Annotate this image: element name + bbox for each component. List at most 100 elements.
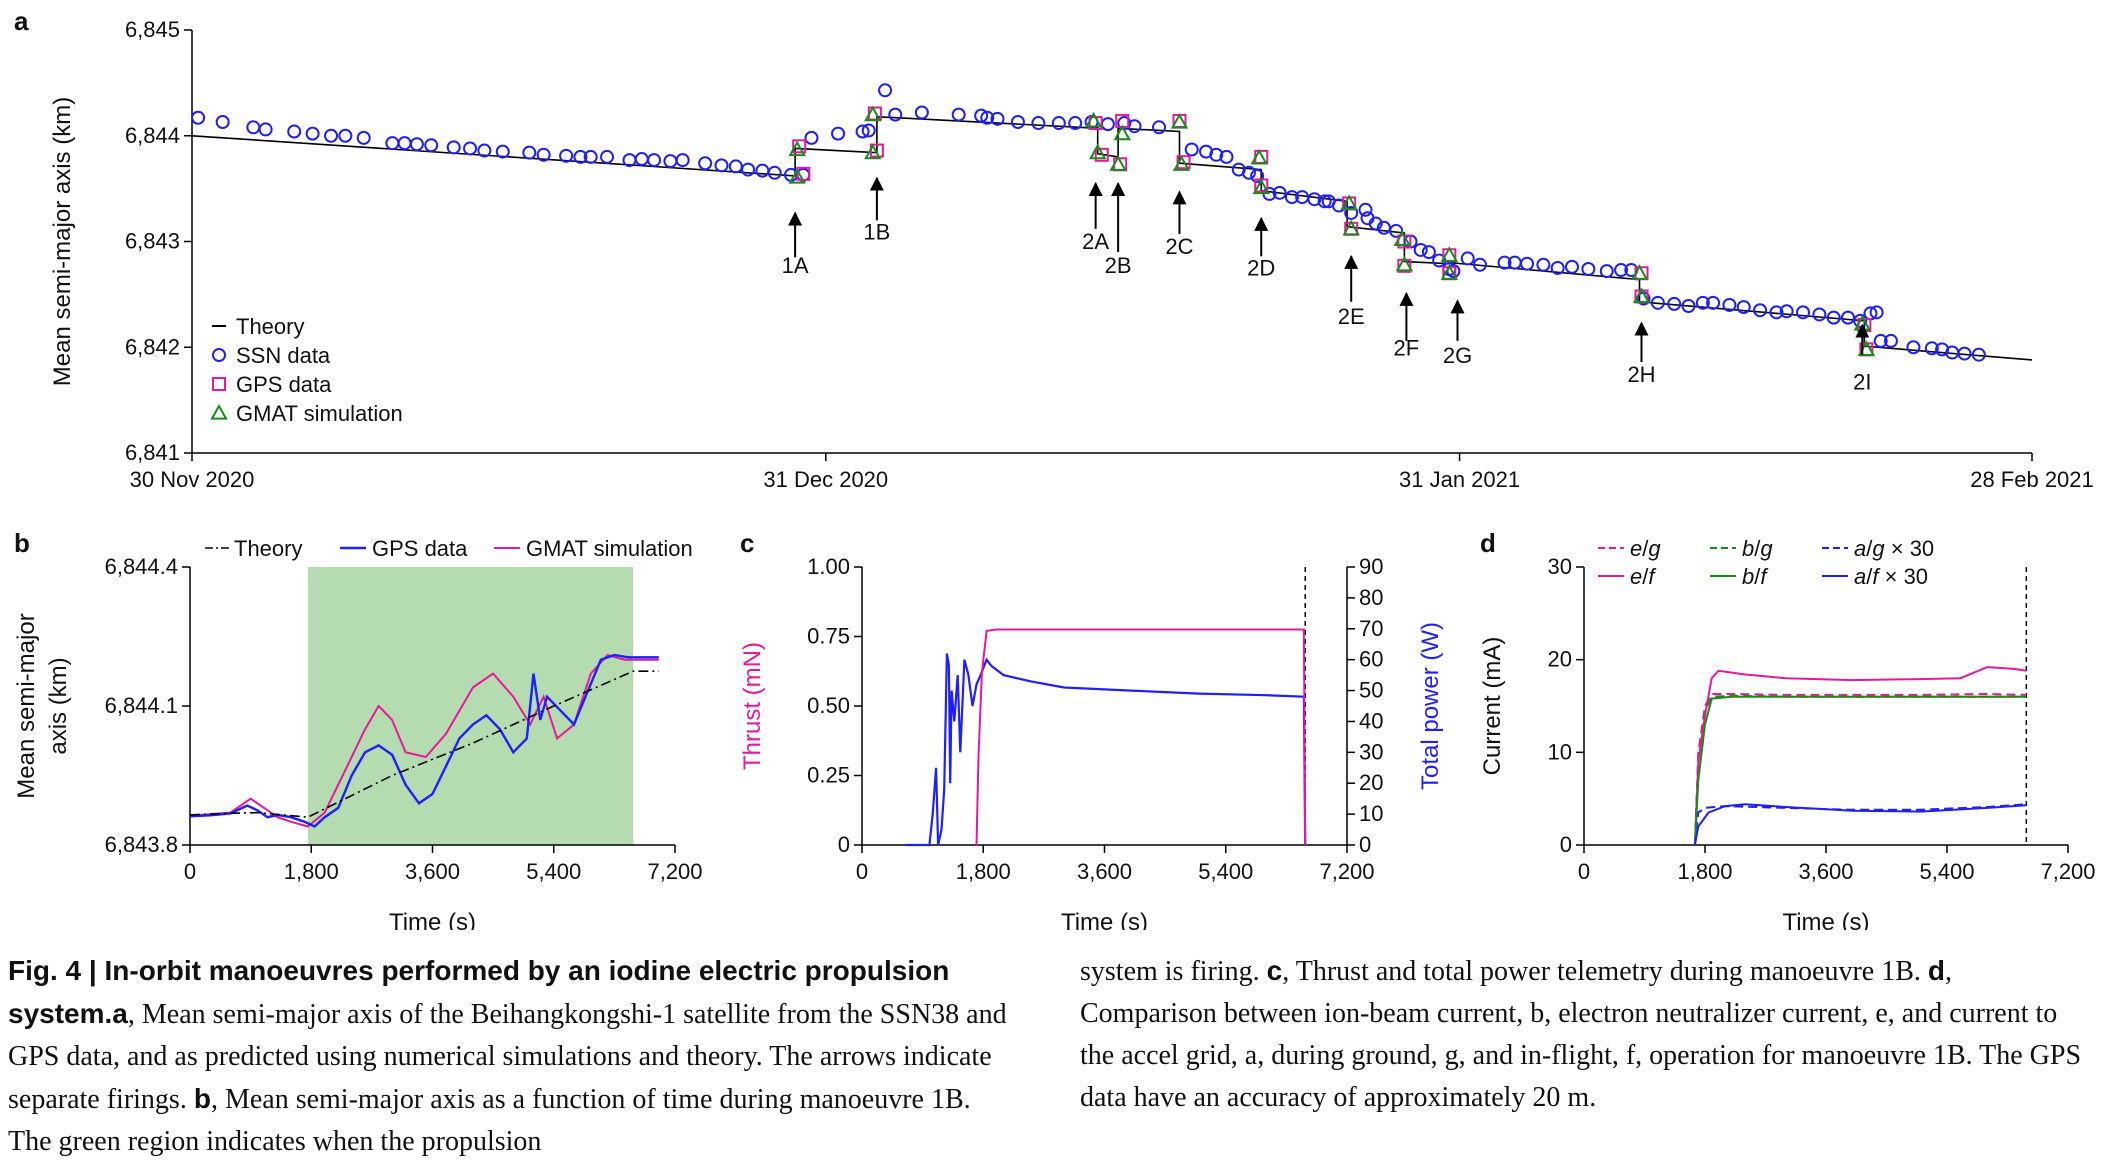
ssn-point — [305, 126, 320, 141]
caption-bold: b — [193, 1083, 211, 1114]
gmat-line — [189, 653, 659, 828]
ssn-point — [1250, 168, 1265, 183]
ssn-point — [1421, 245, 1436, 260]
ssn-point — [409, 137, 424, 152]
ssn-point — [1031, 116, 1046, 131]
x-tick-label: 7,200 — [2040, 859, 2095, 884]
ssn-point — [397, 136, 412, 151]
firing-label: 1A — [782, 253, 809, 278]
ssn-point — [1051, 116, 1066, 131]
y2-tick-label: 10 — [1359, 801, 1383, 826]
power-line — [905, 653, 1307, 847]
ssn-point — [1068, 116, 1083, 131]
gmat-point — [1084, 111, 1103, 128]
ssn-point — [767, 165, 782, 180]
ssn-point — [1779, 304, 1794, 319]
gmat-point — [864, 143, 882, 160]
gmat-point — [788, 140, 806, 157]
ssn-point — [559, 148, 574, 163]
legend-gps-label: GPS data — [236, 372, 332, 397]
firing-label: 2E — [1338, 304, 1365, 329]
ssn-point — [536, 147, 551, 162]
x-tick-label: 28 Feb 2021 — [1970, 467, 2094, 492]
y-tick-label: 10 — [1548, 739, 1572, 764]
y-tick-label: 6,844.4 — [105, 554, 178, 579]
ssn-point — [477, 143, 492, 158]
x-tick-label: 3,600 — [1077, 859, 1132, 884]
ssn-point — [1924, 341, 1939, 356]
ssn-point — [1307, 192, 1322, 207]
gmat-point — [1088, 143, 1107, 160]
y2-tick-label: 60 — [1359, 647, 1383, 672]
ssn-point — [573, 149, 588, 164]
ssn-point — [424, 138, 439, 153]
ssn-point — [1971, 347, 1986, 362]
y-tick-label: 0.75 — [807, 624, 850, 649]
ssn-point — [324, 128, 339, 143]
ssn-point — [1796, 305, 1811, 320]
theory-line — [189, 670, 659, 819]
legend-theory-label: Theory — [236, 314, 304, 339]
ssn-point — [1812, 307, 1827, 322]
current-line-bg — [1693, 694, 2027, 846]
gps-point — [792, 139, 807, 154]
ssn-point — [1599, 264, 1614, 279]
gmat-point — [1252, 178, 1270, 195]
firing-label: 2H — [1627, 362, 1655, 387]
x-tick-label: 0 — [184, 859, 196, 884]
ssn-point — [1565, 259, 1579, 274]
ssn-point — [1614, 263, 1629, 278]
ssn-point — [647, 153, 662, 168]
legend-label: e/g — [1630, 536, 1661, 561]
gmat-point — [1632, 287, 1651, 304]
ssn-point — [1152, 120, 1167, 135]
caption-text: , Mean semi-major axis of the Beihangkon… — [8, 999, 1007, 1115]
ssn-point — [1681, 299, 1696, 314]
panel-d-xlabel: Time (s) — [1782, 909, 1869, 930]
x-tick-label: 31 Dec 2020 — [763, 467, 888, 492]
current-line-ag — [1693, 803, 2027, 846]
gmat-point — [1395, 255, 1414, 272]
ssn-point — [356, 130, 371, 145]
ssn-point — [741, 162, 756, 177]
y-tick-label: 6,844.1 — [105, 693, 178, 718]
ssn-point — [1241, 165, 1256, 180]
gmat-point — [1250, 148, 1268, 165]
y-tick-label: 20 — [1548, 647, 1572, 672]
ssn-point — [522, 145, 537, 160]
figure-4: a 6,841 6,842 6,843 6,844 6,845 30 Nov 2020 31 … — [13, 6, 2096, 930]
x-tick-label: 5,400 — [1919, 859, 1974, 884]
ssn-point — [974, 108, 989, 123]
ssn-point — [583, 149, 598, 164]
legend-ssn-marker — [212, 348, 226, 362]
ssn-point — [980, 110, 995, 125]
legend-label: e/f — [1630, 564, 1657, 589]
ssn-point — [463, 141, 478, 156]
panel-b-ylabel-line1: Mean semi-major — [13, 613, 40, 798]
firing-label: 2G — [1443, 343, 1472, 368]
y2-tick-label: 80 — [1359, 585, 1383, 610]
gmat-point — [864, 105, 882, 122]
ssn-point — [1460, 251, 1475, 266]
legend-gps-label: GPS data — [372, 536, 468, 561]
y2-tick-label: 70 — [1359, 616, 1383, 641]
ssn-point — [446, 140, 461, 155]
thrust-line — [975, 628, 1307, 846]
ssn-point — [1376, 220, 1391, 235]
x-tick-label: 5,400 — [1198, 859, 1253, 884]
y-tick-label: 6,843 — [125, 229, 180, 254]
current-line-eg — [1693, 692, 2027, 846]
panel-b-label: b — [14, 528, 30, 558]
ssn-point — [714, 158, 729, 173]
gmat-point — [1440, 264, 1459, 280]
caption-text: , Mean semi-major axis as a function of … — [8, 1084, 971, 1157]
current-line-bf — [1693, 695, 2027, 846]
x-tick-label: 31 Jan 2021 — [1399, 467, 1520, 492]
y2-tick-label: 40 — [1359, 708, 1383, 733]
legend-label: a/f × 30 — [1854, 564, 1928, 589]
ssn-point — [191, 110, 206, 125]
ssn-point — [1100, 117, 1115, 132]
ssn-point — [698, 156, 713, 171]
ssn-point — [855, 124, 870, 139]
y-tick-label: 6,844 — [125, 123, 180, 148]
